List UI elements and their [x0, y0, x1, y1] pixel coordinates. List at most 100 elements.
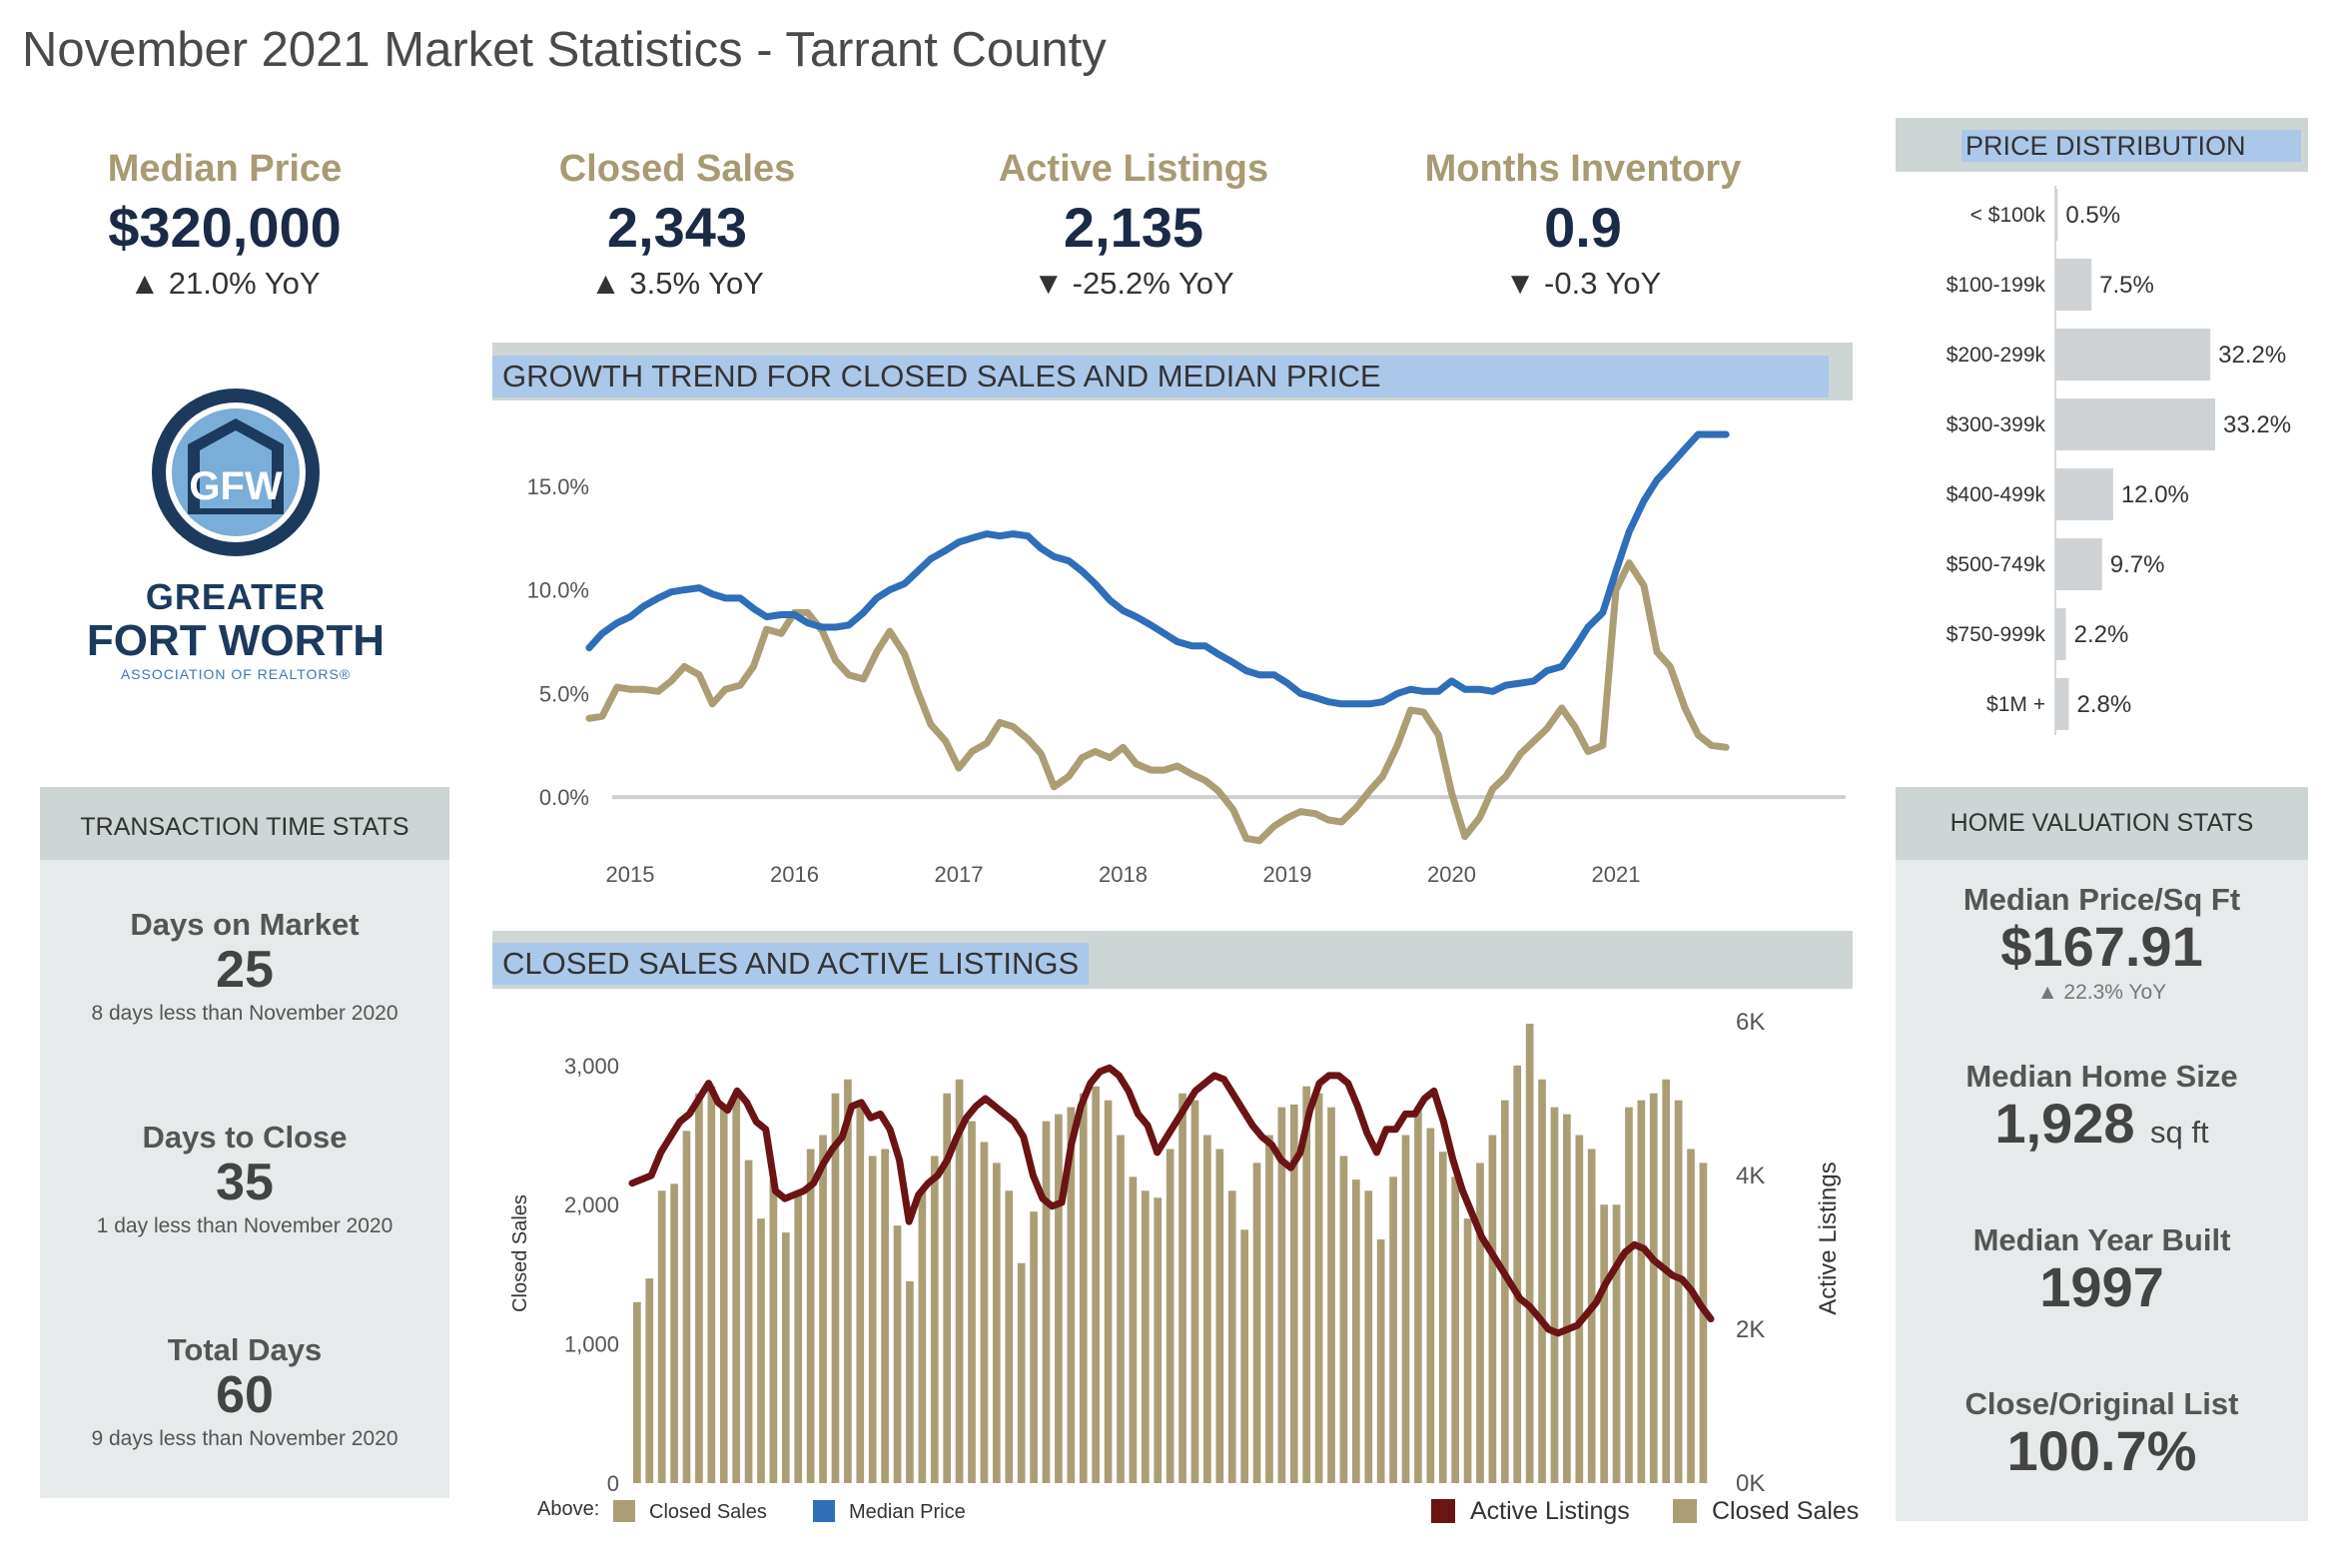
active-listings-line: [628, 1064, 1715, 1337]
closed-sales-bar: [1426, 1128, 1435, 1483]
kpi-value: $320,000: [108, 196, 342, 259]
closed-sales-bar: [1637, 1100, 1646, 1483]
closed-sales-bar: [1389, 1176, 1397, 1483]
series-line-closed-sales: [585, 559, 1730, 845]
closed-sales-bar: [1364, 1190, 1373, 1483]
distribution-value: 33.2%: [2223, 411, 2291, 438]
closed-sales-bar: [906, 1280, 914, 1483]
closed-sales-bar: [1227, 1190, 1236, 1483]
distribution-label: $1M +: [1986, 693, 2045, 716]
kpi-months-inventory: Months Inventory 0.9 ▼ -0.3 YoY: [1403, 148, 1763, 302]
closed-sales-bar: [1500, 1100, 1509, 1483]
closed-sales-bar: [1513, 1065, 1522, 1483]
price-distribution-chart: < $100k 0.5% $100-199k 7.5% $200-299k 32.2% $3…: [1947, 186, 2291, 735]
gfw-logo: GFW GREATER FORT WORTH ASSOCIATION OF RE…: [60, 385, 419, 694]
stat-value: 100.7%: [2006, 1419, 2197, 1482]
closed-sales-bar: [645, 1278, 654, 1483]
sales-listings-chart: 0 1,000 2,000 3,000 0K 2K 4K 6K Closed Sales Acti…: [509, 1009, 1859, 1525]
closed-sales-bar: [670, 1183, 678, 1483]
closed-sales-bar: [1625, 1107, 1633, 1483]
legend-label: Median Price: [849, 1501, 966, 1523]
stat-total-days: Total Days 60 9 days less than November …: [40, 1332, 449, 1451]
closed-sales-bar: [794, 1190, 803, 1483]
kpi-change: ▲ 21.0% YoY: [129, 266, 321, 301]
kpi-label: Months Inventory: [1424, 148, 1742, 190]
closed-sales-bar: [1687, 1149, 1695, 1483]
kpi-active-listings: Active Listings 2,135 ▼ -25.2% YoY: [954, 148, 1313, 302]
stat-value: 60: [216, 1366, 274, 1424]
series-line-median-price: [585, 430, 1730, 708]
stat-median-home-size: Median Home Size 1,928 sq ft: [1896, 1059, 2308, 1154]
closed-sales-bar: [1104, 1100, 1113, 1483]
kpi-change: ▼ -25.2% YoY: [1033, 266, 1234, 301]
closed-sales-bar: [1525, 1024, 1534, 1483]
legend-label: Active Listings: [1470, 1497, 1630, 1525]
growth-chart-header: GROWTH TREND FOR CLOSED SALES AND MEDIAN…: [492, 343, 1853, 400]
stat-label: Total Days: [167, 1332, 323, 1367]
closed-sales-bar: [1240, 1229, 1248, 1483]
distribution-bar: [2055, 398, 2215, 450]
closed-sales-bar: [881, 1149, 889, 1483]
closed-sales-bar: [744, 1160, 753, 1483]
y-tick-label: 15.0%: [527, 474, 589, 499]
closed-sales-bar: [844, 1079, 852, 1483]
closed-sales-bar: [1067, 1107, 1076, 1483]
distribution-value: 12.0%: [2121, 481, 2189, 508]
page-title: November 2021 Market Statistics - Tarran…: [22, 23, 1107, 77]
y2-tick-label: 4K: [1736, 1163, 1765, 1189]
distribution-bar: [2055, 468, 2113, 520]
closed-sales-bar: [1042, 1121, 1051, 1483]
closed-sales-bar: [1215, 1149, 1224, 1483]
kpi-change: ▲ 3.5% YoY: [590, 266, 764, 301]
kpi-closed-sales: Closed Sales 2,343 ▲ 3.5% YoY: [497, 148, 857, 302]
stat-label: Median Price/Sq Ft: [1962, 882, 2241, 917]
distribution-value: 32.2%: [2218, 342, 2286, 369]
closed-sales-bar: [1476, 1163, 1484, 1483]
kpi-median-price: Median Price $320,000 ▲ 21.0% YoY: [45, 148, 404, 302]
closed-sales-bar: [1600, 1204, 1608, 1483]
distribution-value: 2.2%: [2074, 621, 2129, 648]
closed-sales-bar: [819, 1135, 827, 1483]
y-tick-label: 0.0%: [539, 785, 589, 810]
closed-sales-bar: [868, 1156, 877, 1483]
closed-sales-bar: [1302, 1086, 1311, 1483]
x-tick-label: 2016: [770, 862, 819, 887]
stat-value: 25: [216, 941, 274, 999]
stat-label: Days to Close: [142, 1120, 348, 1155]
transaction-time-panel: TRANSACTION TIME STATS Days on Market 25…: [40, 787, 449, 1498]
distribution-label: $750-999k: [1947, 623, 2046, 646]
logo-mark-text: GFW: [189, 464, 283, 508]
price-distribution-header: PRICE DISTRIBUTION: [1896, 118, 2308, 172]
stat-value: 1,928: [1994, 1092, 2135, 1155]
closed-sales-bar: [633, 1301, 641, 1483]
closed-sales-bar: [1327, 1107, 1335, 1483]
x-tick-label: 2020: [1427, 862, 1476, 887]
gfw-logo-mark: GFW: [152, 389, 320, 556]
legend-label: Closed Sales: [1712, 1497, 1859, 1525]
closed-sales-bar: [1277, 1107, 1286, 1483]
closed-sales-bar: [1463, 1218, 1472, 1483]
kpi-value: 2,135: [1063, 196, 1204, 259]
legend-swatch-closed-sales: [1673, 1499, 1697, 1523]
closed-sales-bar: [1662, 1079, 1671, 1483]
closed-sales-bar: [1488, 1135, 1497, 1483]
closed-sales-bar: [980, 1142, 989, 1483]
closed-sales-bar: [1178, 1093, 1186, 1483]
y-tick-label: 0: [607, 1471, 619, 1496]
closed-sales-bar: [1017, 1262, 1026, 1483]
x-tick-label: 2015: [606, 862, 655, 887]
y-tick-label: 2,000: [564, 1192, 619, 1217]
distribution-label: $200-299k: [1947, 344, 2046, 367]
distribution-value: 9.7%: [2110, 551, 2165, 578]
stat-value-row: 1,928 sq ft: [1896, 1092, 2308, 1155]
closed-sales-bar: [1587, 1149, 1596, 1483]
closed-sales-bar: [955, 1079, 964, 1483]
logo-text-fort-worth: FORT WORTH: [86, 616, 386, 665]
kpi-value: 2,343: [606, 196, 748, 259]
closed-sales-bar: [1252, 1163, 1261, 1483]
closed-sales-bar: [682, 1131, 691, 1483]
stat-days-to-close: Days to Close 35 1 day less than Novembe…: [40, 1120, 449, 1238]
distribution-label: $400-499k: [1947, 483, 2046, 506]
kpi-label: Active Listings: [998, 148, 1269, 190]
closed-sales-bar: [1030, 1211, 1038, 1483]
